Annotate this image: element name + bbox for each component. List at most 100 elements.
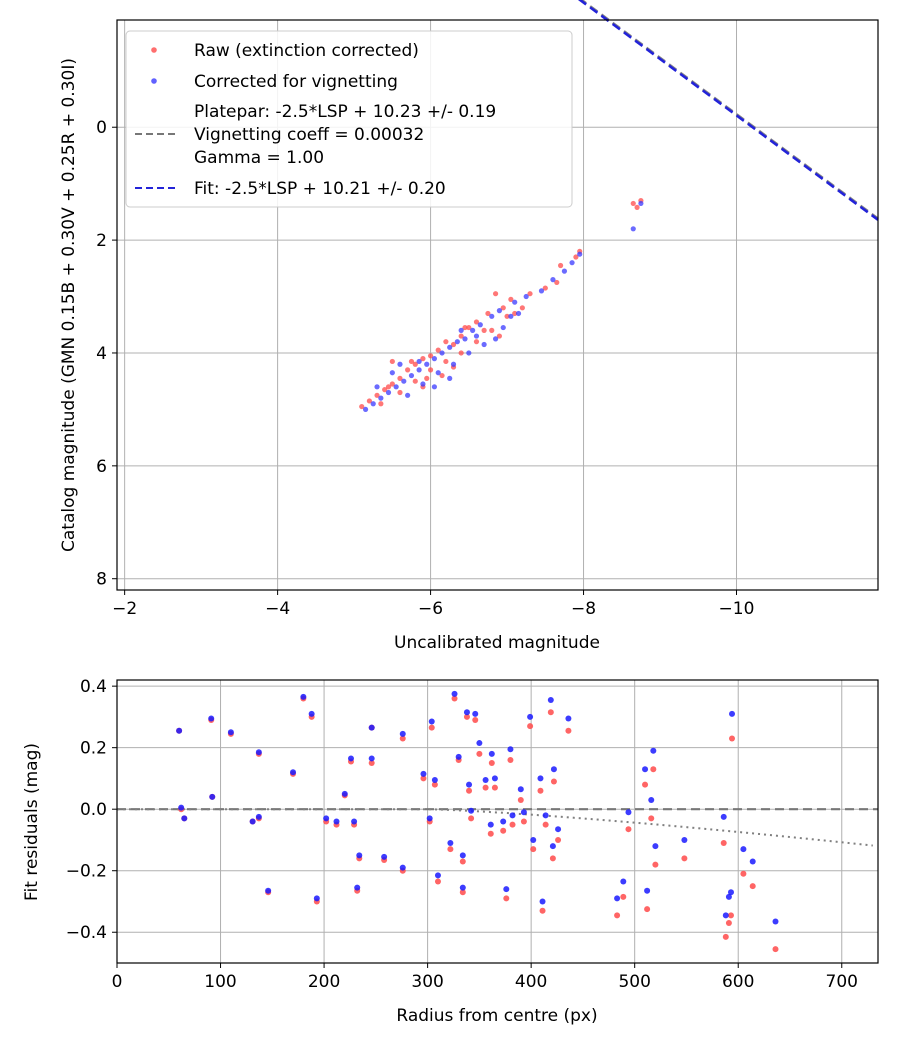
residual-raw-point	[729, 735, 736, 742]
vignetting-curve	[117, 808, 873, 847]
residuals-x-tick-label: 600	[722, 972, 754, 992]
residual-corrected-point	[550, 766, 557, 773]
raw-point	[374, 392, 380, 398]
residual-raw-point	[399, 735, 406, 742]
residual-corrected-point	[451, 690, 458, 697]
corrected-point	[508, 313, 514, 319]
residual-corrected-point	[507, 746, 514, 753]
corrected-point	[374, 384, 380, 390]
corrected-point	[362, 406, 369, 413]
raw-point	[508, 296, 514, 302]
residual-corrected-point	[772, 918, 779, 925]
corrected-point	[477, 322, 483, 328]
residual-raw-point	[681, 855, 688, 862]
corrected-point	[466, 350, 472, 356]
residual-corrected-point	[725, 893, 732, 900]
raw-point	[458, 350, 464, 356]
raw-point	[630, 200, 636, 207]
residual-raw-point	[549, 855, 556, 862]
raw-point	[573, 254, 579, 260]
residual-raw-point	[652, 861, 659, 868]
residual-corrected-point	[648, 796, 655, 803]
residuals-ticks: 0 100 200 300 400 500 600 700 0.4 0.2 0.0 −0.2 −0.4	[66, 677, 858, 992]
corrected-point	[512, 299, 518, 305]
residual-corrected-point	[227, 729, 234, 736]
raw-point	[424, 375, 430, 381]
residual-raw-point	[468, 815, 475, 822]
raw-point	[542, 285, 548, 291]
residual-raw-point	[650, 766, 657, 773]
residual-corrected-point	[368, 755, 375, 762]
residual-raw-point	[459, 889, 466, 896]
calibration-ticks: −2 −4 −6 −8 −10 0 2 4 6 8	[96, 118, 754, 619]
residual-corrected-point	[463, 709, 470, 716]
residual-corrected-point	[356, 852, 363, 859]
residual-corrected-point	[542, 812, 549, 819]
raw-point	[462, 324, 468, 331]
calibration-x-tick-label: −10	[719, 599, 755, 619]
residuals-points	[176, 690, 779, 953]
residual-corrected-point	[720, 813, 727, 820]
residual-corrected-point	[547, 696, 554, 703]
residual-raw-point	[537, 787, 544, 794]
residual-raw-point	[565, 727, 572, 734]
residual-corrected-point	[625, 809, 632, 816]
corrected-point	[435, 370, 441, 376]
calibration-axes-frame	[116, 19, 879, 591]
residual-raw-point	[625, 826, 632, 833]
residual-corrected-point	[482, 776, 489, 783]
legend-corrected-label: Corrected for vignetting	[194, 72, 398, 92]
raw-point	[439, 372, 445, 379]
corrected-point	[481, 341, 487, 348]
raw-point	[489, 327, 495, 333]
residual-raw-point	[503, 895, 510, 902]
raw-point	[558, 262, 564, 269]
residual-corrected-point	[472, 710, 479, 717]
residual-corrected-point	[178, 804, 185, 811]
calibration-x-tick-label: −2	[112, 599, 137, 619]
residual-raw-point	[368, 760, 375, 767]
residual-corrected-point	[255, 749, 262, 756]
residuals-axes-frame	[116, 679, 879, 964]
corrected-point	[500, 324, 506, 331]
residual-corrected-point	[399, 730, 406, 737]
corrected-point	[431, 384, 437, 390]
residuals-lines	[117, 808, 878, 847]
raw-point	[485, 310, 491, 317]
legend-raw-label: Raw (extinction corrected)	[194, 41, 419, 61]
raw-point	[512, 310, 518, 317]
residual-corrected-point	[466, 781, 473, 788]
residual-corrected-point	[333, 818, 340, 825]
residuals-x-tick-label: 0	[112, 972, 123, 992]
residual-raw-point	[487, 830, 494, 837]
corrected-point	[538, 288, 545, 294]
residual-corrected-point	[488, 750, 495, 757]
corrected-point	[431, 356, 437, 362]
calibration-lines	[577, 0, 879, 221]
residual-corrected-point	[308, 710, 315, 717]
residual-raw-point	[428, 724, 435, 731]
residual-corrected-point	[727, 889, 734, 896]
residual-raw-point	[542, 821, 549, 828]
raw-point	[443, 339, 449, 345]
residual-raw-point	[451, 695, 458, 702]
residual-raw-point	[720, 840, 727, 847]
corrected-point	[416, 358, 422, 365]
raw-point	[435, 347, 441, 353]
residual-raw-point	[555, 836, 562, 843]
corrected-point	[458, 327, 464, 333]
raw-point	[397, 375, 403, 381]
residual-corrected-point	[500, 818, 507, 825]
corrected-point	[447, 375, 453, 381]
residual-raw-point	[550, 778, 557, 785]
residuals-y-tick-label: 0.0	[80, 800, 107, 820]
calibration-x-tick-label: −4	[265, 599, 290, 619]
residual-raw-point	[420, 775, 427, 782]
residual-corrected-point	[614, 895, 621, 902]
corrected-point	[401, 378, 407, 384]
raw-point	[492, 291, 499, 297]
residuals-grid	[116, 680, 878, 963]
calibration-x-tick-label: −8	[571, 599, 596, 619]
raw-point	[443, 358, 449, 365]
residual-raw-point	[547, 709, 554, 716]
